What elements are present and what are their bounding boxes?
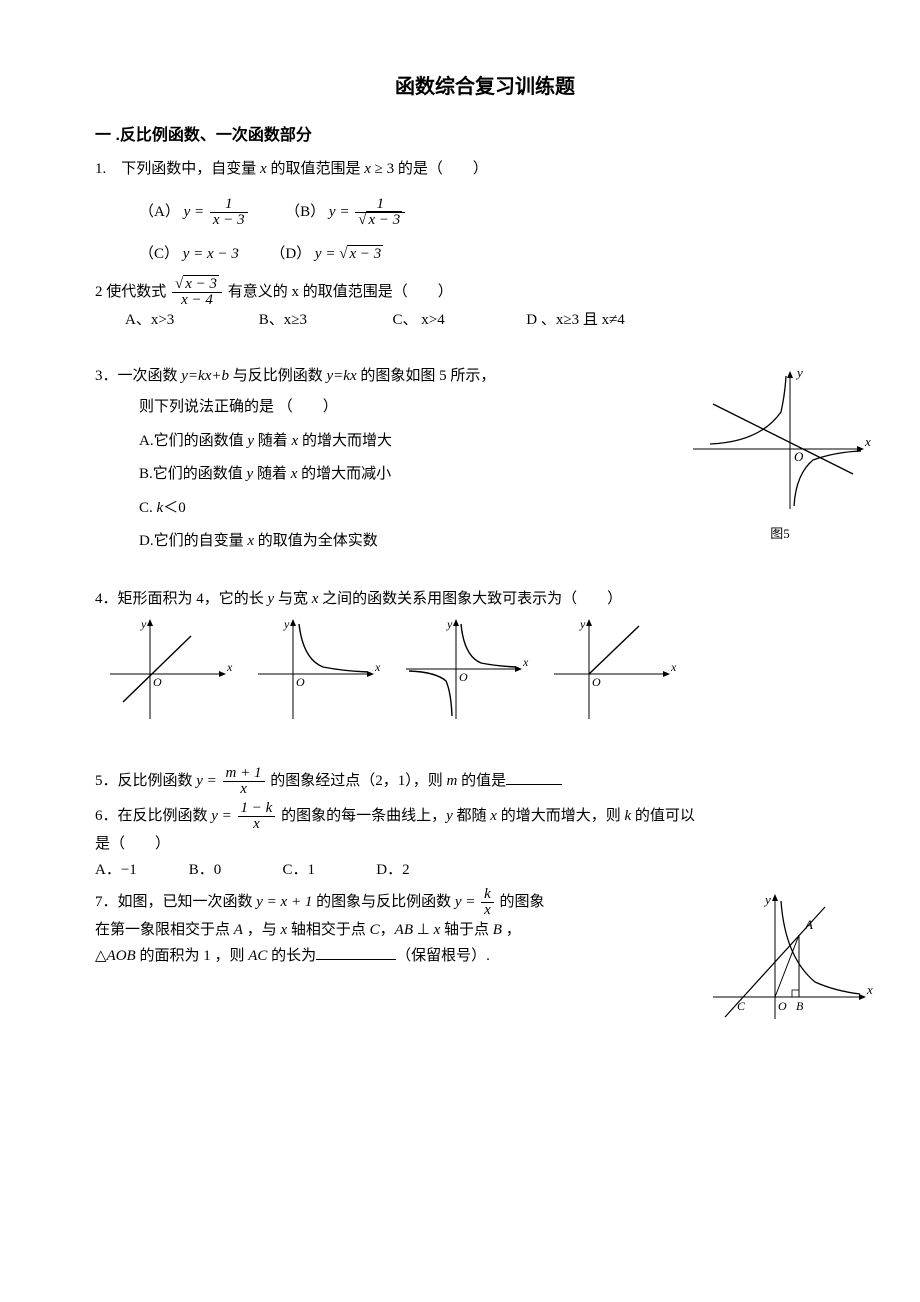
svg-text:x: x <box>670 660 677 674</box>
question-3: 3．一次函数 y=kx+b 与反比例函数 y=kx 的图象如图 5 所示， 则下… <box>95 364 875 555</box>
svg-text:C: C <box>737 999 746 1013</box>
svg-text:y: y <box>140 617 147 631</box>
svg-text:x: x <box>226 660 233 674</box>
q3-opt-b: B.它们的函数值 y 随着 x 的增大而减小 <box>139 462 685 488</box>
svg-text:O: O <box>296 675 305 689</box>
svg-text:x: x <box>374 660 381 674</box>
page-title: 函数综合复习训练题 <box>95 70 875 104</box>
svg-text:y: y <box>579 617 586 631</box>
svg-text:B: B <box>796 999 804 1013</box>
q3-opt-c: C. k＜0 <box>139 496 685 522</box>
question-5: 5．反比例函数 y = m + 1x 的图象经过点（2，1），则 m 的值是 <box>95 766 875 797</box>
q3-opt-a: A.它们的函数值 y 随着 x 的增大而增大 <box>139 429 685 455</box>
svg-text:O: O <box>794 449 804 464</box>
svg-text:O: O <box>153 675 162 689</box>
q6-opt-b: B．0 <box>189 858 279 884</box>
question-2: 2 使代数式 √x − 3 x − 4 有意义的 x 的取值范围是（ ） A、x… <box>95 277 875 334</box>
q4-opt-b: y x O <box>253 614 383 724</box>
q2-opt-c: C、 x>4 <box>393 308 523 334</box>
q1-opt-d: （D） y = √x − 3 <box>270 246 383 262</box>
q2-opt-a: A、x>3 <box>125 308 255 334</box>
q4-opt-c: y x O <box>401 614 531 724</box>
question-1: 1. 下列函数中，自变量 x 的取值范围是 x ≥ 3 的是（ ） （A） y … <box>95 157 875 267</box>
svg-text:A: A <box>804 917 813 932</box>
svg-text:y: y <box>446 617 453 631</box>
q1-opt-b: （B） y = 1 √x − 3 <box>285 204 407 220</box>
q4-opt-d: y x O <box>549 614 679 724</box>
svg-text:x: x <box>864 434 871 449</box>
q1-opt-c: （C） y = x − 3 <box>139 246 243 262</box>
q6-opt-a: A．−1 <box>95 858 185 884</box>
svg-text:O: O <box>778 999 787 1013</box>
svg-text:y: y <box>283 617 290 631</box>
svg-text:O: O <box>459 670 468 684</box>
svg-text:x: x <box>522 655 529 669</box>
q6-opt-d: D．2 <box>376 858 409 884</box>
section-1-heading: 一 .反比例函数、一次函数部分 <box>95 122 875 149</box>
q2-opt-b: B、x≥3 <box>259 308 389 334</box>
svg-text:O: O <box>592 675 601 689</box>
q1-stem: 1. 下列函数中，自变量 x 的取值范围是 x ≥ 3 的是（ ） <box>95 157 875 183</box>
question-6: 6．在反比例函数 y = 1 − kx 的图象的每一条曲线上，y 都随 x 的增… <box>95 801 875 883</box>
q2-opt-d: D 、x≥3 且 x≠4 <box>526 308 625 334</box>
q3-opt-d: D.它们的自变量 x 的取值为全体实数 <box>139 529 685 555</box>
q6-opt-c: C．1 <box>283 858 373 884</box>
q3-figure: x y O 图5 <box>685 364 875 546</box>
svg-text:y: y <box>795 365 803 380</box>
question-4: 4．矩形面积为 4，它的长 y 与宽 x 之间的函数关系用图象大致可表示为（ ）… <box>95 587 875 725</box>
svg-text:x: x <box>866 982 873 997</box>
q1-opt-a: （A） y = 1x − 3 <box>139 204 253 220</box>
question-7: 7．如图，已知一次函数 y = x + 1 的图象与反比例函数 y = kx 的… <box>95 887 875 1037</box>
q4-opt-a: y x O <box>105 614 235 724</box>
svg-text:y: y <box>763 892 771 907</box>
q7-blank <box>316 944 396 960</box>
q7-figure: y x O A B C <box>705 887 875 1037</box>
q5-blank <box>506 769 562 785</box>
